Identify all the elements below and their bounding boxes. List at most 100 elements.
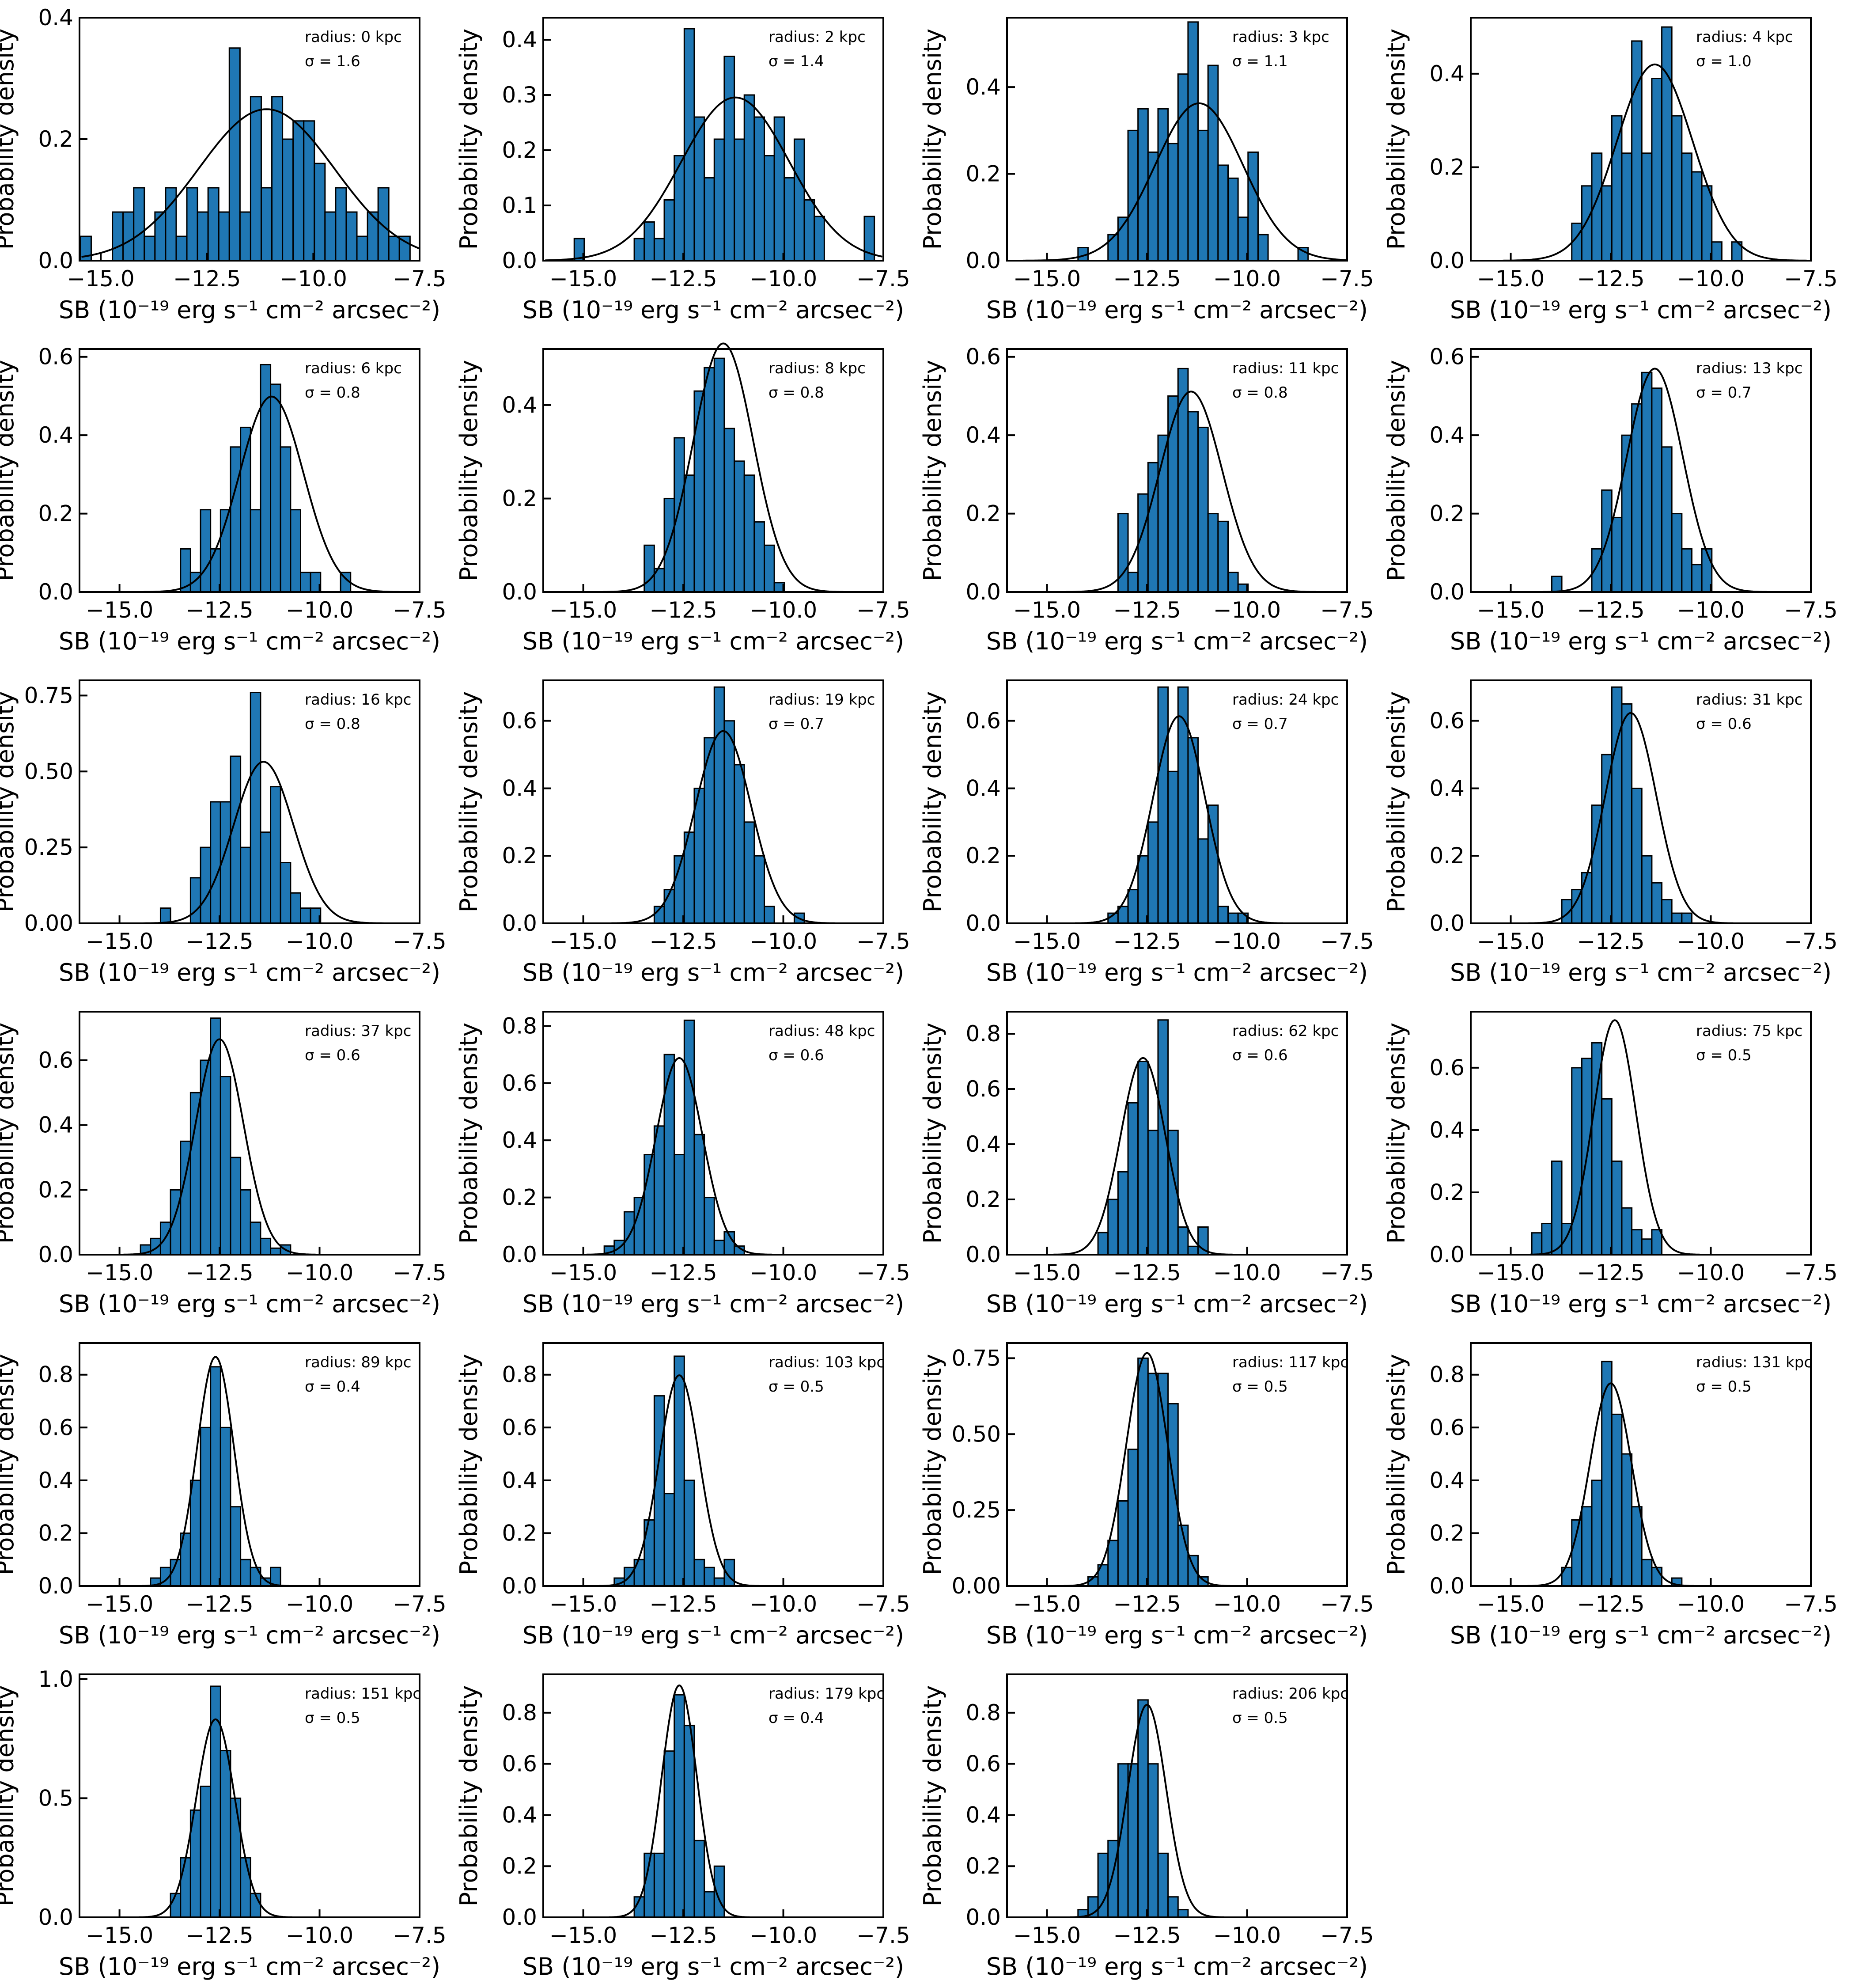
sigma-annotation: σ = 0.6 — [1696, 715, 1752, 733]
sigma-annotation: σ = 0.8 — [305, 384, 360, 402]
y-tick-label: 0.75 — [952, 1345, 1001, 1371]
radius-annotation: radius: 31 kpc — [1696, 691, 1802, 709]
x-tick-label: −12.5 — [649, 597, 717, 623]
histogram-bar — [250, 1222, 261, 1256]
y-tick-label: 0.2 — [502, 1185, 537, 1210]
histogram-bar — [683, 28, 695, 262]
axes-frame — [1470, 1011, 1812, 1256]
y-tick-label: 0.2 — [1429, 1180, 1465, 1205]
y-tick-label: 0.2 — [965, 501, 1001, 527]
y-tick-label: 0.2 — [38, 501, 73, 527]
histogram-bar — [1107, 1840, 1119, 1918]
y-tick-label: 0.6 — [1429, 344, 1465, 370]
x-tick-label: −15.0 — [549, 1591, 617, 1617]
histogram-bar — [1127, 129, 1139, 262]
histogram-bar — [1551, 576, 1563, 593]
gaussian-fit-line — [1053, 1057, 1233, 1256]
sigma-annotation: σ = 0.6 — [1232, 1047, 1288, 1064]
x-axis-label: SB (10⁻¹⁹ erg s⁻¹ cm⁻² arcsec⁻²) — [59, 1621, 440, 1649]
histogram-bar — [1147, 1373, 1159, 1587]
histogram-bar — [189, 877, 201, 924]
histogram-bar — [1631, 1229, 1643, 1256]
subplot-23: −15.0 −12.5 −10.0 −7.5 0.0 0.2 0.4 0.6 0.8 SB (10… — [919, 1673, 1374, 1980]
y-axis-label: Probability density — [919, 1354, 946, 1575]
histogram-bar — [1227, 912, 1239, 924]
histogram-bar — [189, 1092, 201, 1256]
y-tick-label: 0.4 — [502, 1802, 537, 1828]
y-axis-label: Probability density — [455, 360, 483, 581]
histogram-bar — [300, 907, 311, 924]
radius-annotation: radius: 3 kpc — [1232, 28, 1329, 46]
x-tick-label: −12.5 — [186, 1591, 253, 1617]
histogram-bar — [734, 460, 745, 593]
histogram-bar — [1581, 872, 1593, 924]
histogram-bar — [793, 138, 805, 262]
histogram-bar — [170, 1893, 182, 1918]
x-tick-label: −12.5 — [649, 1591, 717, 1617]
histogram-bar — [1621, 152, 1633, 262]
sigma-annotation: σ = 0.5 — [1696, 1378, 1752, 1396]
x-tick-label: −15.0 — [67, 266, 135, 292]
x-tick-label: −12.5 — [1577, 1260, 1644, 1286]
sigma-annotation: σ = 0.4 — [305, 1378, 360, 1396]
histogram-bar — [200, 1427, 212, 1587]
histogram-bar — [240, 1857, 251, 1918]
x-tick-label: −12.5 — [1113, 266, 1181, 292]
histogram-bar — [1167, 395, 1179, 593]
histogram-bar — [674, 437, 685, 593]
y-tick-label: 0.2 — [965, 843, 1001, 869]
y-tick-label: 0.2 — [502, 486, 537, 511]
y-axis-label: Probability density — [919, 1685, 946, 1907]
gaussian-fit-line — [1075, 715, 1283, 924]
y-tick-label: 0.2 — [502, 1520, 537, 1546]
histogram-bar — [112, 211, 124, 262]
histogram-bar — [723, 56, 735, 262]
histogram-bar — [290, 509, 302, 593]
y-axis-label: Probability density — [0, 691, 19, 913]
histogram-bar — [159, 907, 171, 924]
x-tick-label: −10.0 — [1213, 597, 1281, 623]
y-tick-label: 0.8 — [502, 1013, 537, 1039]
histogram-bar — [683, 1019, 695, 1256]
histogram-bar — [1187, 737, 1199, 924]
histogram-bar — [1217, 164, 1229, 262]
x-tick-label: −15.0 — [549, 1260, 617, 1286]
histogram-bar — [1611, 686, 1623, 924]
x-axis-label: SB (10⁻¹⁹ erg s⁻¹ cm⁻² arcsec⁻²) — [522, 296, 904, 324]
subplot-8: −15.0 −12.5 −10.0 −7.5 0.0 0.2 0.4 0.6 SB (10⁻¹⁹… — [1382, 344, 1838, 655]
histogram-bar — [1137, 1061, 1149, 1256]
histogram-bar — [1591, 1042, 1603, 1256]
y-tick-label: 0.2 — [38, 1520, 73, 1546]
histogram-bar — [270, 383, 281, 593]
x-tick-label: −10.0 — [750, 1260, 817, 1286]
x-tick-label: −12.5 — [649, 1923, 717, 1948]
histogram-bar — [1651, 1229, 1663, 1256]
y-tick-label: 0.2 — [502, 137, 537, 163]
histogram-bar — [1601, 754, 1613, 924]
histogram-bar — [210, 801, 221, 924]
x-axis-label: SB (10⁻¹⁹ erg s⁻¹ cm⁻² arcsec⁻²) — [59, 1953, 440, 1980]
radius-annotation: radius: 24 kpc — [1232, 691, 1339, 709]
y-tick-label: 0.75 — [24, 683, 73, 708]
histogram-bar — [753, 116, 765, 262]
histogram-bar — [250, 509, 261, 593]
gaussian-fit-line — [609, 1684, 750, 1918]
histogram-bar — [1147, 1130, 1159, 1256]
x-tick-label: −15.0 — [1013, 266, 1081, 292]
histogram-bar — [220, 1750, 231, 1918]
radius-annotation: radius: 19 kpc — [768, 691, 875, 709]
gaussian-fit-line — [1503, 63, 1807, 262]
histogram-bar — [663, 1054, 675, 1256]
y-tick-label: 0.0 — [965, 248, 1001, 273]
y-tick-label: 0.8 — [1429, 1362, 1465, 1388]
histogram-bar — [1531, 1232, 1543, 1256]
x-tick-label: −10.0 — [286, 929, 353, 954]
x-tick-label: −15.0 — [86, 929, 153, 954]
y-tick-label: 0.8 — [502, 1362, 537, 1388]
x-tick-label: −7.5 — [393, 1591, 446, 1617]
y-tick-label: 0.6 — [1429, 1415, 1465, 1440]
histogram-bar — [1127, 1763, 1139, 1918]
subplot-17: −15.0 −12.5 −10.0 −7.5 0.0 0.2 0.4 0.6 0.8 SB (10… — [0, 1342, 447, 1649]
x-tick-label: −15.0 — [1477, 1591, 1545, 1617]
